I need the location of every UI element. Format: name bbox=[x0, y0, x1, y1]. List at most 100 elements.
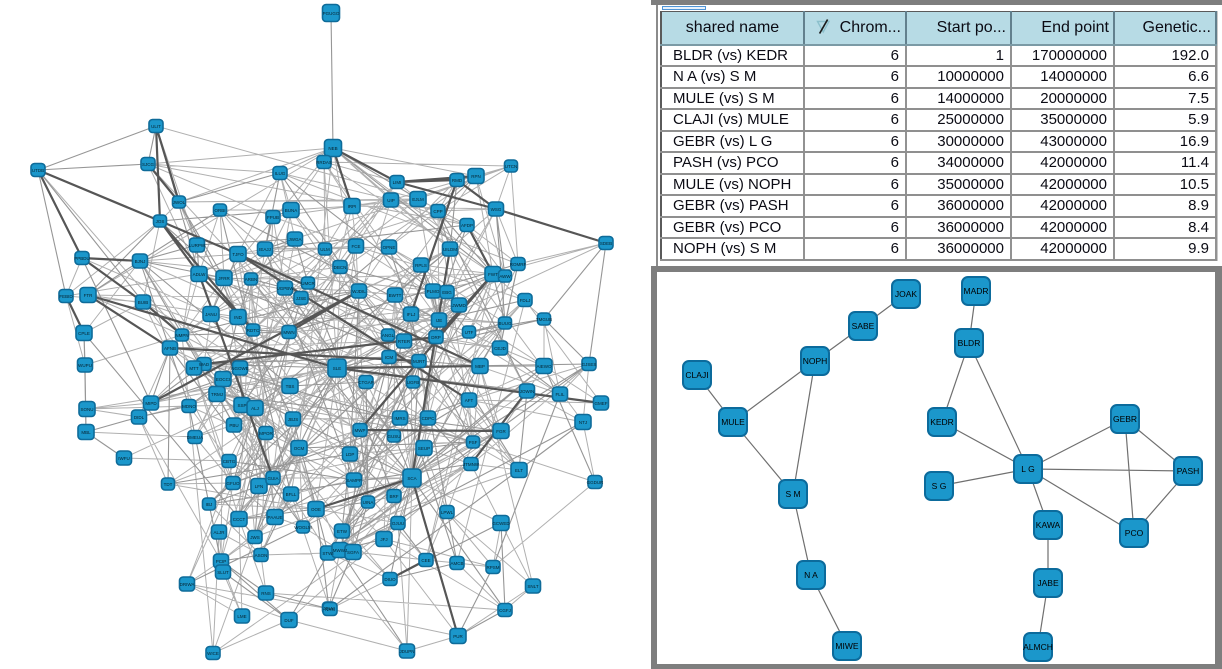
svg-text:RPN: RPN bbox=[471, 174, 481, 179]
svg-text:NGOWB: NGOWB bbox=[231, 366, 249, 371]
svg-text:MTT: MTT bbox=[189, 366, 198, 371]
svg-text:IWFU: IWFU bbox=[118, 456, 130, 461]
svg-text:RPLS: RPLS bbox=[415, 263, 427, 268]
svg-text:BUIB: BUIB bbox=[138, 300, 149, 305]
svg-text:LDP: LDP bbox=[346, 452, 355, 457]
svg-text:NEB: NEB bbox=[328, 146, 337, 151]
svg-text:JTMNW: JTMNW bbox=[463, 462, 480, 467]
svg-text:KAWA: KAWA bbox=[1036, 520, 1061, 530]
svg-text:JBJS: JBJS bbox=[288, 417, 299, 422]
svg-text:WSG: WSG bbox=[491, 207, 502, 212]
svg-text:PASH: PASH bbox=[1177, 466, 1200, 476]
svg-text:LIMI: LIMI bbox=[393, 180, 402, 185]
svg-text:ALJ: ALJ bbox=[251, 406, 259, 411]
svg-text:FGR: FGR bbox=[496, 429, 506, 434]
svg-text:IRPI: IRPI bbox=[348, 204, 357, 209]
svg-text:MBP: MBP bbox=[475, 364, 485, 369]
svg-text:CLAJI: CLAJI bbox=[685, 370, 708, 380]
svg-text:IJE: IJE bbox=[436, 318, 443, 323]
svg-text:WICE: WICE bbox=[207, 651, 219, 656]
svg-text:TRMJ: TRMJ bbox=[211, 392, 223, 397]
svg-text:IEAJJ: IEAJJ bbox=[259, 247, 271, 252]
svg-text:ALMCH: ALMCH bbox=[1023, 642, 1053, 652]
svg-text:RTER: RTER bbox=[398, 339, 411, 344]
svg-text:UGPBW: UGPBW bbox=[276, 286, 294, 291]
svg-text:LPWL: LPWL bbox=[441, 510, 454, 515]
svg-text:TJFO: TJFO bbox=[232, 252, 244, 257]
svg-text:OOE: OOE bbox=[311, 507, 321, 512]
svg-text:CDPC: CDPC bbox=[422, 416, 436, 421]
svg-text:SLUT: SLUT bbox=[217, 570, 229, 575]
svg-text:IFLJ: IFLJ bbox=[407, 312, 416, 317]
svg-text:BUUG: BUUG bbox=[498, 321, 512, 326]
svg-text:CTGAP: CTGAP bbox=[358, 380, 374, 385]
svg-text:ICM: ICM bbox=[385, 355, 394, 360]
svg-text:S G: S G bbox=[932, 481, 947, 491]
svg-text:WJDIL: WJDIL bbox=[352, 289, 366, 294]
svg-text:SLE: SLE bbox=[333, 366, 342, 371]
svg-text:FCE: FCE bbox=[352, 244, 361, 249]
svg-text:MDNO: MDNO bbox=[182, 404, 196, 409]
svg-text:LME: LME bbox=[237, 614, 246, 619]
svg-text:JWOL: JWOL bbox=[173, 200, 186, 205]
svg-text:MPOR: MPOR bbox=[259, 431, 273, 436]
svg-text:DMEUA: DMEUA bbox=[187, 435, 203, 440]
svg-text:TDT: TDT bbox=[164, 482, 173, 487]
svg-text:BWTT: BWTT bbox=[389, 293, 402, 298]
svg-text:RRDAS: RRDAS bbox=[316, 160, 332, 165]
svg-text:LFN: LFN bbox=[255, 484, 264, 489]
svg-text:EOCCI: EOCCI bbox=[216, 377, 230, 382]
svg-text:AFNB: AFNB bbox=[164, 346, 176, 351]
svg-text:MWP: MWP bbox=[355, 428, 366, 433]
svg-text:ADLW: ADLW bbox=[193, 272, 206, 277]
svg-text:UIP: UIP bbox=[387, 198, 395, 203]
svg-text:DRIWA: DRIWA bbox=[180, 582, 195, 587]
svg-text:UMCR: UMCR bbox=[301, 281, 315, 286]
svg-text:FLIL: FLIL bbox=[555, 392, 565, 397]
svg-text:UTDB: UTDB bbox=[32, 168, 44, 173]
svg-text:JABE: JABE bbox=[1037, 578, 1059, 588]
svg-text:FPUB: FPUB bbox=[267, 215, 279, 220]
svg-text:WUPU: WUPU bbox=[78, 363, 92, 368]
svg-text:MJRT: MJRT bbox=[413, 359, 425, 364]
svg-text:JWMD: JWMD bbox=[452, 303, 466, 308]
svg-text:AIEWO: AIEWO bbox=[536, 364, 552, 369]
svg-text:DRP: DRP bbox=[431, 335, 441, 340]
svg-text:RNS: RNS bbox=[261, 591, 271, 596]
svg-text:BRF: BRF bbox=[390, 494, 399, 499]
svg-text:AWW: AWW bbox=[499, 274, 511, 279]
svg-text:RMD: RMD bbox=[452, 178, 463, 183]
svg-text:JFJ: JFJ bbox=[380, 537, 387, 542]
svg-text:CPP: CPP bbox=[433, 209, 442, 214]
svg-text:DIDL: DIDL bbox=[134, 415, 145, 420]
svg-text:JWS: JWS bbox=[250, 535, 260, 540]
svg-text:IBJ: IBJ bbox=[206, 502, 213, 507]
svg-text:SONU: SONU bbox=[80, 407, 93, 412]
svg-text:JANU: JANU bbox=[205, 312, 217, 317]
svg-text:DBCN: DBCN bbox=[334, 265, 347, 270]
svg-text:GGDUR: GGDUR bbox=[587, 480, 605, 485]
svg-text:MADR: MADR bbox=[963, 286, 988, 296]
svg-text:UGFB: UGFB bbox=[407, 380, 420, 385]
svg-text:PBU: PBU bbox=[229, 423, 238, 428]
svg-text:UILDM: UILDM bbox=[443, 247, 457, 252]
svg-text:KEDR: KEDR bbox=[930, 417, 954, 427]
svg-text:ORBI: ORBI bbox=[214, 208, 225, 213]
svg-text:ANGL: ANGL bbox=[382, 333, 395, 338]
svg-text:TMGUB: TMGUB bbox=[536, 317, 552, 322]
svg-text:AFT: AFT bbox=[465, 398, 474, 403]
svg-text:JOAK: JOAK bbox=[895, 289, 918, 299]
svg-text:SAMPF: SAMPF bbox=[346, 478, 362, 483]
svg-text:EJLM: EJLM bbox=[412, 197, 424, 202]
svg-text:OJUU: OJUU bbox=[392, 521, 404, 526]
svg-text:LURPW: LURPW bbox=[189, 243, 206, 248]
svg-text:JFRR: JFRR bbox=[218, 276, 230, 281]
svg-text:UTF: UTF bbox=[465, 330, 474, 335]
svg-text:GUSU: GUSU bbox=[387, 434, 400, 439]
svg-text:IND: IND bbox=[234, 315, 243, 320]
svg-text:JOS: JOS bbox=[156, 219, 165, 224]
svg-text:MWWJ: MWWJ bbox=[333, 548, 348, 553]
svg-text:GCWED: GCWED bbox=[492, 521, 510, 526]
svg-text:SDEB: SDEB bbox=[600, 241, 612, 246]
svg-text:MIWE: MIWE bbox=[835, 641, 858, 651]
